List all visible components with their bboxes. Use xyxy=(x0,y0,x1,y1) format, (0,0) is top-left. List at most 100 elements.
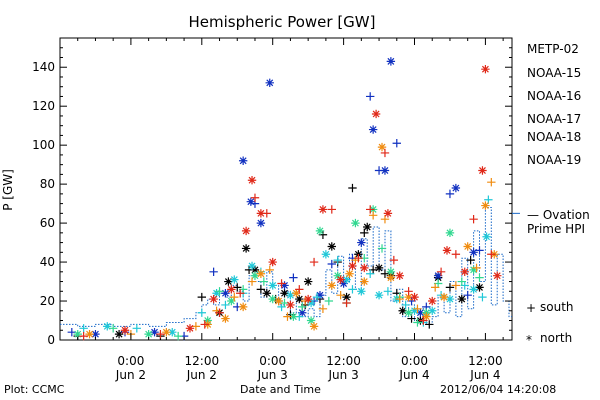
y-tick-label: 40 xyxy=(40,255,55,269)
point-south xyxy=(478,292,487,302)
point-north xyxy=(241,226,251,236)
point-south xyxy=(236,289,245,298)
point-south xyxy=(475,246,484,255)
point-south xyxy=(312,292,322,302)
legend-north-label: north xyxy=(540,331,572,345)
point-north xyxy=(295,294,304,304)
point-south xyxy=(289,273,298,282)
point-south xyxy=(436,267,446,277)
legend-entry-metp-02: METP-02 xyxy=(527,42,579,56)
point-north xyxy=(374,263,384,273)
point-north xyxy=(327,242,336,251)
point-north xyxy=(410,306,419,315)
point-north xyxy=(238,156,248,165)
point-south xyxy=(333,255,342,265)
point-south xyxy=(413,318,422,327)
y-tick-label: 120 xyxy=(32,99,55,113)
point-north xyxy=(73,329,82,339)
point-south xyxy=(392,139,401,148)
point-north xyxy=(439,292,449,302)
point-north xyxy=(303,294,313,304)
point-north xyxy=(469,248,478,257)
point-south xyxy=(445,283,455,292)
point-north xyxy=(256,209,266,218)
point-north xyxy=(342,275,351,284)
point-north xyxy=(360,263,369,273)
y-tick-label: 20 xyxy=(40,294,55,308)
point-south xyxy=(466,255,475,265)
point-south xyxy=(487,177,496,187)
point-north xyxy=(144,329,153,339)
point-north xyxy=(114,329,124,339)
point-south xyxy=(380,148,390,158)
point-south xyxy=(472,263,481,273)
point-north xyxy=(380,166,390,175)
point-north xyxy=(247,176,257,185)
x-tick-time: 12:00 xyxy=(326,354,361,368)
point-north xyxy=(250,271,260,280)
ovation-hpi-line xyxy=(60,207,512,327)
chart-title: Hemispheric Power [GW] xyxy=(189,13,376,31)
point-south xyxy=(309,257,319,267)
point-south xyxy=(413,304,422,314)
point-north xyxy=(292,289,301,298)
x-tick-time: 12:00 xyxy=(185,354,220,368)
point-south xyxy=(469,215,478,224)
point-north xyxy=(227,296,236,306)
x-tick-time: 12:00 xyxy=(468,354,503,368)
point-south xyxy=(173,331,183,341)
point-north xyxy=(221,314,230,323)
x-tick-time: 0:00 xyxy=(117,354,144,368)
point-north xyxy=(339,279,348,288)
point-north xyxy=(348,261,357,271)
point-south xyxy=(401,300,410,310)
point-north xyxy=(478,166,487,175)
point-north xyxy=(224,277,233,286)
point-north xyxy=(321,250,331,259)
point-south xyxy=(156,329,165,339)
point-south xyxy=(419,316,428,325)
footer-timestamp: 2012/06/04 14:20:08 xyxy=(440,383,557,396)
point-north xyxy=(404,308,413,317)
point-south xyxy=(233,283,242,292)
point-south xyxy=(463,290,472,300)
point-north xyxy=(363,222,372,232)
point-north xyxy=(404,292,413,302)
point-south xyxy=(197,308,207,317)
point-north xyxy=(221,289,230,298)
series-noaa-18 xyxy=(85,142,499,339)
point-north xyxy=(162,328,171,337)
point-north xyxy=(460,267,469,277)
point-south xyxy=(365,205,375,214)
point-north xyxy=(482,232,491,241)
point-north xyxy=(398,306,407,315)
legend-north-symbol: * xyxy=(526,333,532,347)
point-south xyxy=(348,285,357,294)
point-south xyxy=(445,189,455,199)
point-south xyxy=(430,283,440,292)
point-south xyxy=(191,322,201,331)
point-south xyxy=(324,296,334,306)
point-north xyxy=(303,277,313,286)
point-north xyxy=(315,226,325,236)
point-south xyxy=(250,193,260,202)
point-south xyxy=(262,209,271,218)
point-north xyxy=(336,275,345,284)
point-north xyxy=(274,296,283,306)
series-noaa-19 xyxy=(79,64,502,341)
legend-entry-noaa-19: NOAA-19 xyxy=(527,153,581,167)
legend: METP-02 NOAA-15 NOAA-16 NOAA-17 NOAA-18 … xyxy=(526,42,590,347)
point-north xyxy=(318,205,328,214)
point-north xyxy=(357,287,366,296)
point-north xyxy=(268,294,277,304)
point-north xyxy=(451,183,461,193)
point-north xyxy=(416,308,425,317)
point-north xyxy=(360,277,369,286)
y-tick-label: 80 xyxy=(40,177,55,191)
point-north xyxy=(481,64,490,74)
point-south xyxy=(197,292,207,302)
y-tick-label: 100 xyxy=(32,138,55,152)
legend-ovation-line2: Prime HPI xyxy=(527,222,585,236)
point-north xyxy=(442,246,452,255)
point-south xyxy=(259,277,269,286)
